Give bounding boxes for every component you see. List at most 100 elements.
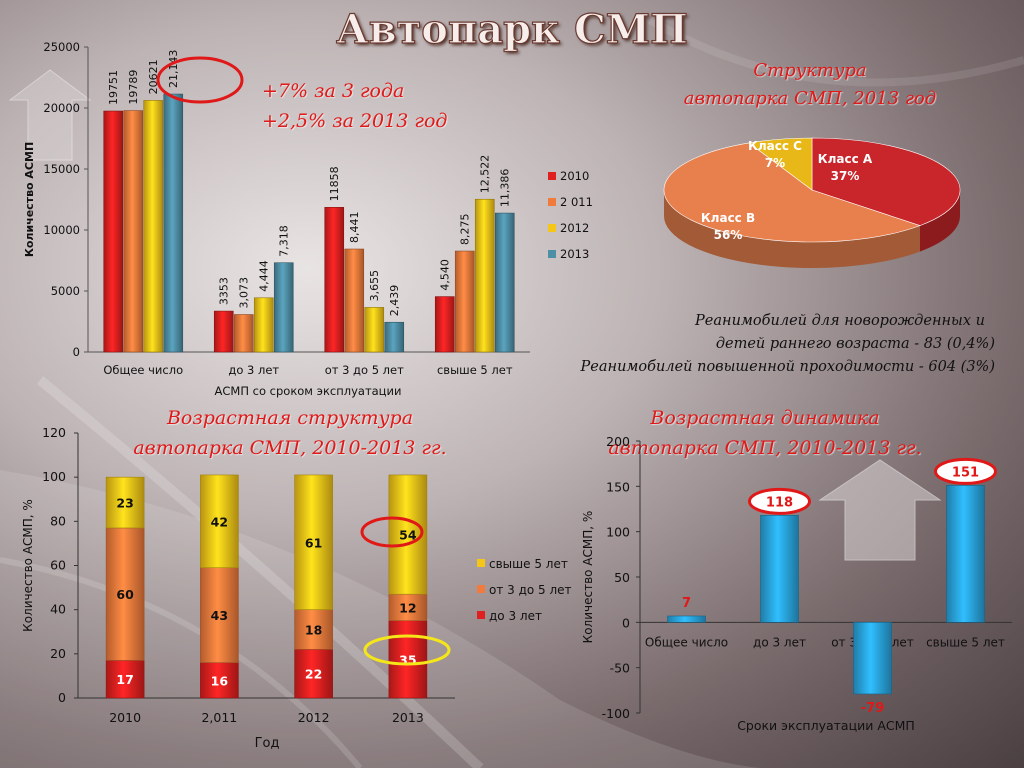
x-tick-label: от 3 до 5 лет xyxy=(325,363,404,377)
bar-segment xyxy=(200,567,239,663)
legend-swatch xyxy=(477,585,485,593)
data-label: 2,439 xyxy=(388,285,401,317)
pie-slice-label: Класс В xyxy=(701,211,755,225)
data-label: 8,441 xyxy=(348,212,361,244)
legend-swatch xyxy=(477,611,485,619)
bar-segment xyxy=(294,649,333,699)
data-label: 11858 xyxy=(328,166,341,201)
y-tick-label: 150 xyxy=(606,479,630,494)
reanim-newborn-line1: Реанимобилей для новорожденных и xyxy=(695,313,985,329)
y-tick-label: 80 xyxy=(50,513,66,528)
fleet-structure-pie-chart: Класс А 37% Класс В 56% Класс С 7% xyxy=(663,137,961,269)
data-label: 12,522 xyxy=(479,155,492,194)
highlight-ellipse xyxy=(934,457,997,485)
data-label: 3,655 xyxy=(368,270,381,302)
pie-slice-side xyxy=(919,190,960,252)
highlight-ellipse xyxy=(360,516,424,548)
y-tick-label: 25000 xyxy=(43,40,80,54)
stack-title-line2: автопарка СМП, 2010-2013 гг. xyxy=(133,437,447,459)
legend-swatch xyxy=(477,559,485,567)
bar xyxy=(364,307,385,353)
bar xyxy=(253,297,274,353)
x-tick-label: Общее число xyxy=(645,635,728,649)
x-tick-label: 2,011 xyxy=(201,710,237,725)
data-label: 3,073 xyxy=(238,277,251,309)
y-tick-label: 100 xyxy=(606,525,630,540)
bar xyxy=(946,485,985,623)
segment-label: 42 xyxy=(211,514,228,529)
age-structure-stacked-chart: 0 20 40 60 80 100 120 Количество АСМП, % Год 2010… xyxy=(21,425,572,751)
pie-title-line1: Структура xyxy=(753,60,867,81)
highlight-ellipse xyxy=(363,634,451,666)
y-axis-title: Количество АСМП, % xyxy=(21,499,35,632)
x-tick-label: свыше 5 лет xyxy=(926,635,1005,649)
pie-title-line2: автопарка СМП, 2013 год xyxy=(683,88,937,109)
segment-label: 22 xyxy=(305,667,322,682)
bar-segment xyxy=(200,662,239,699)
page-title: Автопарк СМП xyxy=(336,5,689,53)
legend-label: 2 011 xyxy=(560,195,593,209)
pie-slice-label: Класс С xyxy=(748,139,802,153)
y-axis-title: Количество АСМП, % xyxy=(581,511,595,644)
x-tick-label: 2013 xyxy=(392,710,424,725)
legend-label: свыше 5 лет xyxy=(489,557,568,571)
reanim-offroad-line: Реанимобилей повышенной проходимости - 6… xyxy=(580,359,995,375)
y-tick-label: 120 xyxy=(42,425,66,440)
y-tick-label: 10000 xyxy=(43,223,80,237)
data-label: 151 xyxy=(952,465,979,480)
bar-segment xyxy=(105,660,145,699)
bar xyxy=(324,207,345,353)
y-tick-label: 5000 xyxy=(51,284,80,298)
dyn-title-line2: автопарка СМП, 2010-2013 гг. xyxy=(608,437,922,459)
legend-swatch xyxy=(548,198,556,206)
segment-label: 12 xyxy=(399,600,416,615)
y-tick-label: 40 xyxy=(50,602,66,617)
bar-segment xyxy=(105,527,145,661)
y-tick-label: 15000 xyxy=(43,162,80,176)
x-tick-label: до 3 лет xyxy=(228,363,279,377)
y-tick-label: 0 xyxy=(73,345,80,359)
legend-label: от 3 до 5 лет xyxy=(489,583,572,597)
segment-label: 17 xyxy=(116,672,133,687)
bar xyxy=(344,248,365,353)
y-tick-label: 50 xyxy=(614,570,630,585)
y-tick-label: -50 xyxy=(610,661,630,676)
segment-label: 54 xyxy=(399,528,417,543)
reanim-newborn-line2: детей раннего возраста - 83 (0,4%) xyxy=(715,336,995,352)
bar xyxy=(384,321,405,353)
pie-slice-side xyxy=(664,190,920,269)
data-label: -79 xyxy=(861,701,885,716)
bar xyxy=(494,212,515,353)
segment-label: 23 xyxy=(116,496,133,511)
y-tick-label: 20000 xyxy=(43,101,80,115)
pie-slice xyxy=(663,142,921,243)
segment-label: 61 xyxy=(305,535,322,550)
x-axis-title: АСМП со сроком эксплуатации xyxy=(215,384,402,398)
legend-swatch xyxy=(548,224,556,232)
stack-title-line1: Возрастная структура xyxy=(166,407,414,429)
legend-label: до 3 лет xyxy=(489,609,542,623)
data-label: 3353 xyxy=(218,277,231,305)
fleet-count-bar-chart: 0 5000 10000 15000 20000 25000 Количество АСМП… xyxy=(23,40,593,398)
x-tick-label: свыше 5 лет xyxy=(437,363,513,377)
y-tick-label: -100 xyxy=(602,706,630,721)
highlight-ellipse xyxy=(156,56,244,104)
bar xyxy=(667,615,706,623)
segment-label: 43 xyxy=(211,608,228,623)
segment-label: 18 xyxy=(305,623,322,638)
legend-label: 2013 xyxy=(560,247,589,261)
data-label: 11,386 xyxy=(499,169,512,208)
bar xyxy=(474,198,495,353)
growth-2013-label: +2,5% за 2013 год xyxy=(262,110,448,132)
y-tick-label: 100 xyxy=(42,469,66,484)
x-tick-label: 2012 xyxy=(298,710,330,725)
data-label: 7 xyxy=(682,596,691,611)
segment-label: 16 xyxy=(211,673,229,688)
y-tick-label: 200 xyxy=(606,434,630,449)
bar xyxy=(760,515,799,623)
bar xyxy=(123,110,144,353)
highlight-ellipse xyxy=(748,487,811,515)
y-tick-label: 20 xyxy=(50,646,66,661)
bar xyxy=(853,622,892,695)
pie-slice-value: 7% xyxy=(765,156,785,170)
